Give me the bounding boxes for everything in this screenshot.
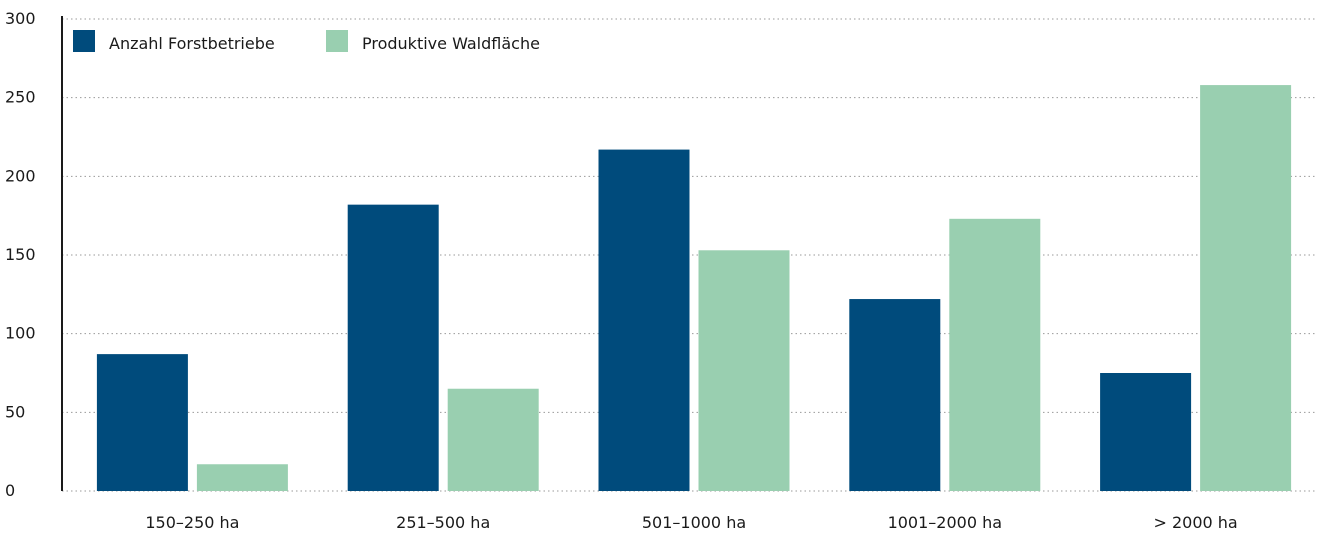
y-tick-label-150: 150 — [5, 245, 36, 264]
bar-produktive-waldflaeche-0 — [196, 464, 288, 491]
y-tick-label-250: 250 — [5, 88, 36, 107]
legend-label-produktive-waldflaeche: Produktive Waldfläche — [362, 34, 540, 53]
x-axis-labels: 150–250 ha 251–500 ha 501–1000 ha 1001–2000… — [145, 513, 1237, 532]
y-axis-ticks: 0 50 100 150 200 250 300 — [5, 9, 36, 500]
x-category-label: 150–250 ha — [145, 513, 239, 532]
bar-produktive-waldflaeche-3 — [949, 218, 1041, 491]
y-tick-label-50: 50 — [5, 402, 25, 421]
y-tick-label-200: 200 — [5, 166, 36, 185]
bar-produktive-waldflaeche-2 — [698, 250, 790, 491]
legend-swatch-anzahl-forstbetriebe — [73, 30, 95, 52]
y-tick-label-0: 0 — [5, 481, 15, 500]
bar-produktive-waldflaeche-4 — [1200, 85, 1292, 491]
x-category-label: > 2000 ha — [1153, 513, 1237, 532]
x-category-label: 1001–2000 ha — [888, 513, 1002, 532]
x-category-label: 251–500 ha — [396, 513, 490, 532]
bar-anzahl-forstbetriebe-2 — [598, 149, 690, 491]
x-category-label: 501–1000 ha — [642, 513, 746, 532]
y-tick-label-300: 300 — [5, 9, 36, 28]
bars — [96, 85, 1292, 492]
bar-anzahl-forstbetriebe-0 — [96, 354, 188, 491]
bar-produktive-waldflaeche-1 — [447, 388, 539, 491]
y-tick-label-100: 100 — [5, 324, 36, 343]
legend-label-anzahl-forstbetriebe: Anzahl Forstbetriebe — [109, 34, 275, 53]
bar-anzahl-forstbetriebe-4 — [1100, 373, 1192, 491]
bar-anzahl-forstbetriebe-3 — [849, 299, 941, 491]
legend-swatch-produktive-waldflaeche — [326, 30, 348, 52]
legend: Anzahl Forstbetriebe Produktive Waldfläc… — [73, 30, 540, 53]
bar-anzahl-forstbetriebe-1 — [347, 204, 439, 492]
